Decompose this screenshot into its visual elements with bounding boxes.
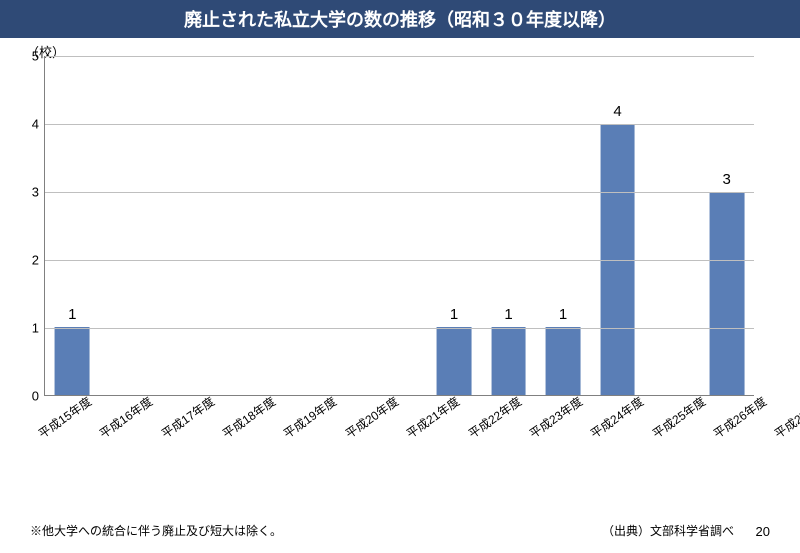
bar-slot: 1 (481, 56, 536, 395)
bar-slot: 1 (427, 56, 482, 395)
y-tick-label: 1 (32, 321, 45, 336)
chart-area: （校） 111143 012345 平成15年度平成16年度平成17年度平成18… (44, 56, 770, 417)
bar-slot: 1 (536, 56, 591, 395)
x-axis-labels: 平成15年度平成16年度平成17年度平成18年度平成19年度平成20年度平成21… (44, 400, 754, 417)
title-bar: 廃止された私立大学の数の推移（昭和３０年度以降） (0, 0, 800, 38)
gridline (45, 328, 754, 329)
bar-value-label: 1 (559, 306, 567, 327)
y-tick-label: 4 (32, 117, 45, 132)
x-tick-label: 平成24年度 (587, 393, 647, 442)
bar-value-label: 1 (504, 306, 512, 327)
bar-slot (645, 56, 700, 395)
bar (709, 192, 744, 395)
gridline (45, 124, 754, 125)
bar-slot (372, 56, 427, 395)
bar (491, 327, 526, 395)
bar (546, 327, 581, 395)
x-tick-label: 平成27年度 (771, 393, 800, 442)
x-tick-label: 平成25年度 (648, 393, 708, 442)
bars-container: 1 1 1 1 4 3 (45, 56, 754, 395)
footer: ※他大学への統合に伴う廃止及び短大は除く。 （出典）文部科学省調べ 20 (30, 522, 770, 539)
gridline (45, 192, 754, 193)
x-tick-label: 平成20年度 (342, 393, 402, 442)
x-tick-label: 平成17年度 (158, 393, 218, 442)
x-tick-label: 平成22年度 (464, 393, 524, 442)
page-number: 20 (756, 524, 770, 539)
x-tick-label: 平成16年度 (96, 393, 156, 442)
x-tick-label: 平成18年度 (219, 393, 279, 442)
footnote: ※他大学への統合に伴う廃止及び短大は除く。 (30, 524, 282, 538)
bar-slot (209, 56, 264, 395)
x-tick-label: 平成26年度 (710, 393, 770, 442)
y-tick-label: 0 (32, 389, 45, 404)
bar-slot: 3 (699, 56, 754, 395)
bar-value-label: 1 (450, 306, 458, 327)
bar-value-label: 1 (68, 306, 76, 327)
bar-slot: 4 (590, 56, 645, 395)
bar-slot (318, 56, 373, 395)
y-tick-label: 2 (32, 253, 45, 268)
x-tick-label: 平成19年度 (280, 393, 340, 442)
bar (55, 327, 90, 395)
bar (437, 327, 472, 395)
bar-slot (100, 56, 155, 395)
source-citation: （出典）文部科学省調べ (602, 522, 734, 539)
y-tick-label: 5 (32, 49, 45, 64)
plot-area: 111143 012345 (44, 56, 754, 396)
x-tick-label: 平成23年度 (526, 393, 586, 442)
gridline (45, 56, 754, 57)
bar-value-label: 4 (613, 103, 621, 124)
bar-slot: 1 (45, 56, 100, 395)
page-title: 廃止された私立大学の数の推移（昭和３０年度以降） (184, 10, 616, 30)
bar-slot (263, 56, 318, 395)
x-tick-label: 平成21年度 (403, 393, 463, 442)
bar-value-label: 3 (722, 171, 730, 192)
gridline (45, 260, 754, 261)
bar-slot (154, 56, 209, 395)
y-tick-label: 3 (32, 185, 45, 200)
